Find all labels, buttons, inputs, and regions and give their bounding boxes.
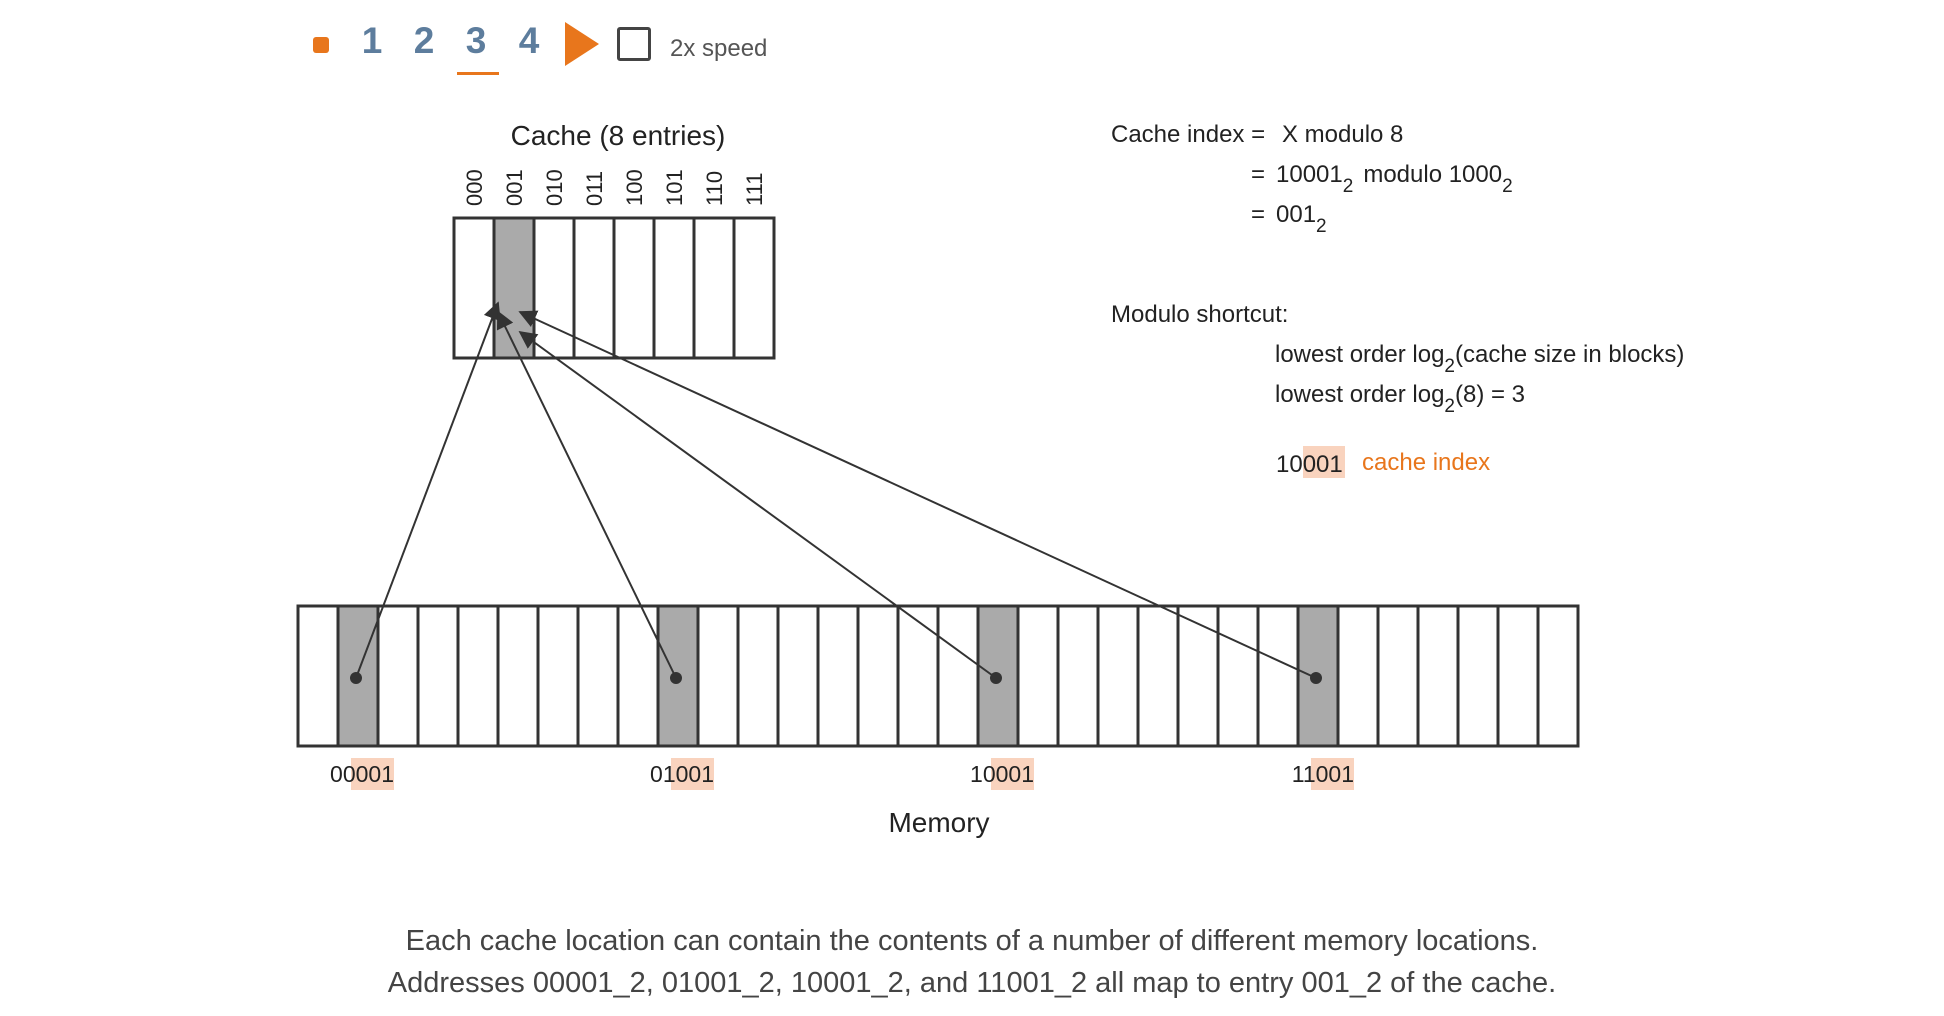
equation-line-1-value: X modulo 8 bbox=[1282, 121, 1403, 148]
equation-line-2: 100012 modulo 10002 bbox=[1276, 161, 1513, 197]
cache-index-label: 001 bbox=[502, 169, 527, 206]
memory-cell bbox=[1176, 604, 1220, 748]
mapping-arrow bbox=[518, 330, 997, 679]
memory-cell bbox=[1536, 604, 1580, 748]
memory-cell bbox=[496, 604, 540, 748]
caption-line-2: Addresses 00001_2, 01001_2, 10001_2, and… bbox=[387, 967, 1557, 999]
memory-cell bbox=[1216, 604, 1260, 748]
stop-button[interactable] bbox=[313, 37, 329, 53]
cache-cell-111 bbox=[732, 216, 776, 360]
modulo-shortcut-title: Modulo shortcut: bbox=[1111, 301, 1288, 328]
memory-address-labels: 00001 01001 10001 11001 bbox=[330, 758, 1354, 790]
speed-checkbox[interactable] bbox=[617, 27, 651, 61]
cache-cell-011 bbox=[572, 216, 616, 360]
memory-address-label: 00001 bbox=[330, 758, 394, 790]
memory-label: Memory bbox=[888, 807, 989, 838]
memory-cell bbox=[1056, 604, 1100, 748]
memory-cell bbox=[1136, 604, 1180, 748]
memory-cell bbox=[536, 604, 580, 748]
step-4-button[interactable]: 4 bbox=[518, 20, 540, 61]
svg-text:11001: 11001 bbox=[1292, 761, 1354, 787]
cache-index-label: 111 bbox=[742, 173, 767, 206]
memory-cell bbox=[416, 604, 460, 748]
memory-block-dot bbox=[1310, 672, 1322, 684]
equation-line-1-label: Cache index = bbox=[1111, 121, 1265, 148]
memory-cell bbox=[576, 604, 620, 748]
memory-cell bbox=[856, 604, 900, 748]
cache-index-labels: 000 001 010 011 100 101 110 111 bbox=[462, 169, 767, 206]
cache-title: Cache (8 entries) bbox=[511, 120, 726, 151]
memory-cell bbox=[1376, 604, 1420, 748]
memory-block-dot bbox=[670, 672, 682, 684]
cache-index-label: 010 bbox=[542, 169, 567, 206]
speed-label: 2x speed bbox=[670, 35, 768, 62]
cache-index-equation: Cache index = X modulo 8 = 100012 modulo … bbox=[1111, 121, 1684, 478]
equation-line-2-eq: = bbox=[1251, 161, 1265, 188]
memory-cell bbox=[1496, 604, 1540, 748]
cache-index-label: 000 bbox=[462, 169, 487, 206]
step-3-button[interactable]: 3 bbox=[465, 20, 487, 61]
cache-index-label: 011 bbox=[582, 171, 607, 206]
example-address: 10001 bbox=[1276, 451, 1343, 478]
memory-cell bbox=[1336, 604, 1380, 748]
memory-address-label: 10001 bbox=[970, 758, 1034, 790]
memory-cell bbox=[816, 604, 860, 748]
memory-block-dot bbox=[350, 672, 362, 684]
memory-cell bbox=[776, 604, 820, 748]
memory-block bbox=[296, 604, 1580, 748]
svg-text:01001: 01001 bbox=[650, 761, 714, 787]
memory-address-label: 11001 bbox=[1292, 758, 1354, 790]
memory-address-label: 01001 bbox=[650, 758, 714, 790]
cache-mapping-diagram: Cache (8 entries) 000 001 010 011 100 101 110 1… bbox=[296, 120, 1684, 838]
caption-line-1: Each cache location can contain the cont… bbox=[405, 925, 1539, 957]
memory-cell bbox=[1016, 604, 1060, 748]
svg-text:10001: 10001 bbox=[970, 761, 1034, 787]
playback-controls: 1 2 3 4 2x speed bbox=[0, 0, 1944, 90]
memory-cell bbox=[736, 604, 780, 748]
memory-cell bbox=[896, 604, 940, 748]
cache-cell-110 bbox=[692, 216, 736, 360]
cache-cell-100 bbox=[612, 216, 656, 360]
memory-cell bbox=[1416, 604, 1460, 748]
cache-cell-000 bbox=[452, 216, 496, 360]
cache-index-label: 100 bbox=[622, 169, 647, 206]
cache-cell-010 bbox=[532, 216, 576, 360]
mapping-arrows bbox=[350, 301, 1322, 684]
memory-cell bbox=[1096, 604, 1140, 748]
mapping-arrow bbox=[518, 310, 1317, 679]
modulo-shortcut-line-2: lowest order log2(8) = 3 bbox=[1275, 381, 1525, 417]
memory-cell bbox=[1456, 604, 1500, 748]
memory-block-dot bbox=[990, 672, 1002, 684]
cache-block bbox=[452, 216, 776, 360]
memory-cell bbox=[376, 604, 420, 748]
memory-cell bbox=[936, 604, 980, 748]
active-step-indicator bbox=[457, 72, 499, 75]
cache-index-annotation: cache index bbox=[1362, 449, 1490, 476]
cache-cell-101 bbox=[652, 216, 696, 360]
memory-cell bbox=[1256, 604, 1300, 748]
memory-cell bbox=[696, 604, 740, 748]
cache-index-label: 101 bbox=[662, 169, 687, 206]
memory-cell bbox=[296, 604, 340, 748]
play-button[interactable] bbox=[565, 22, 599, 66]
example-highlight bbox=[1303, 446, 1345, 478]
mapping-arrow bbox=[496, 310, 677, 679]
memory-cell bbox=[456, 604, 500, 748]
cache-index-label: 110 bbox=[702, 171, 727, 206]
step-1-button[interactable]: 1 bbox=[361, 20, 383, 61]
step-2-button[interactable]: 2 bbox=[413, 20, 435, 61]
mapping-arrow bbox=[355, 301, 501, 679]
modulo-shortcut-line-1: lowest order log2(cache size in blocks) bbox=[1275, 341, 1684, 377]
svg-text:00001: 00001 bbox=[330, 761, 394, 787]
equation-line-3: 0012 bbox=[1276, 201, 1327, 237]
equation-line-3-eq: = bbox=[1251, 201, 1265, 228]
